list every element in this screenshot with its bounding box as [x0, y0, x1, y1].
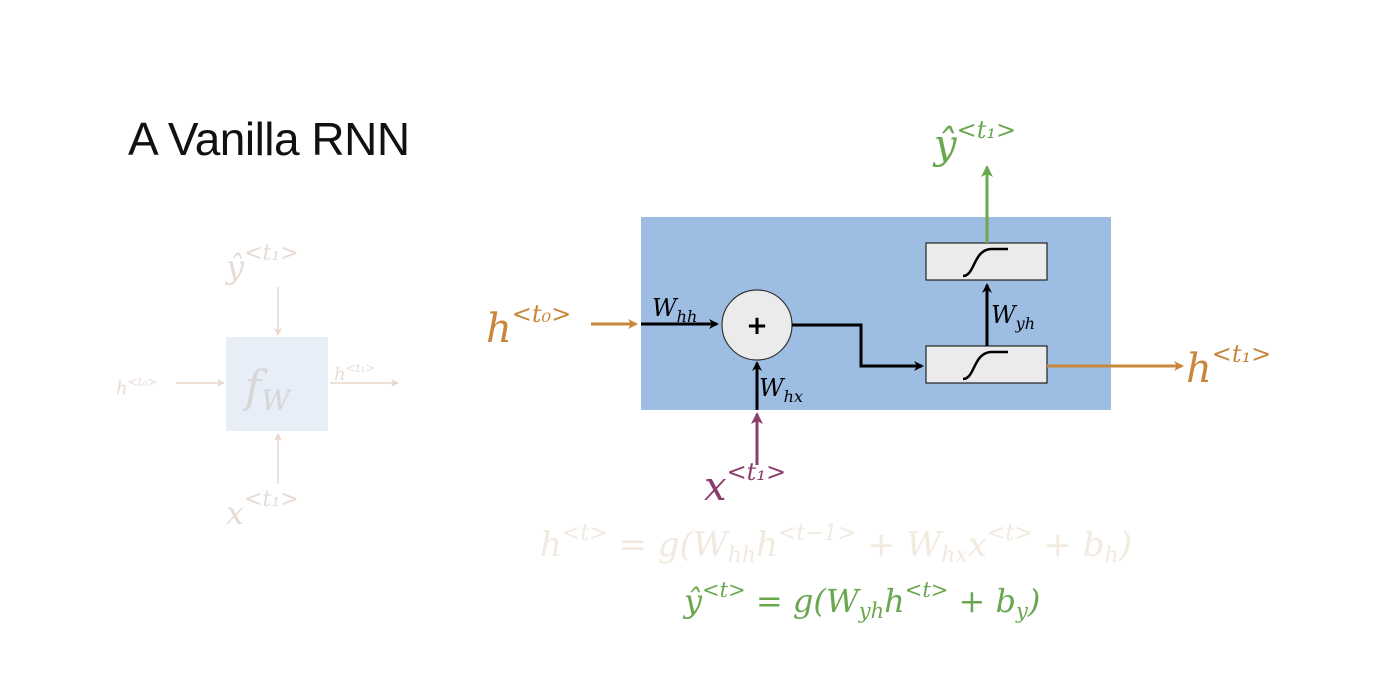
sum-to-activation-arrow [792, 323, 924, 371]
prev-hidden-label: h<t₀> [486, 300, 571, 352]
function-box [226, 337, 328, 431]
rnn-cell: + Whh Whx [486, 116, 1271, 510]
input-label: x<t₁> [704, 458, 786, 510]
hidden-activation-box [925, 345, 1048, 384]
faded-input-label: x<t₁> [226, 487, 299, 532]
hidden-state-equation: h<t> = g(Whhh<t−1> + Whxx<t> + bh) [540, 521, 1132, 568]
w-hh-label: Whh [652, 294, 697, 326]
w-hx-label: Whx [759, 374, 803, 406]
next-hidden-label: h<t₁> [1186, 340, 1271, 392]
plus-icon: + [746, 311, 768, 341]
sigmoid-curve-icon [962, 247, 1008, 278]
output-activation-box [925, 242, 1048, 281]
output-equation: ŷ<t> = g(Wyhh<t> + by) [682, 578, 1040, 623]
output-label: ŷ<t₁> [932, 116, 1016, 168]
w-yh-label: Wyh [991, 301, 1035, 333]
faded-next-hidden-label: h<t₁> [334, 361, 375, 385]
faded-overview: fW ŷ<t₁> x<t₁> h<t₀> h<t₁> [116, 241, 399, 532]
faded-output-label: ŷ<t₁> [224, 241, 299, 286]
sigmoid-curve-icon [962, 350, 1008, 381]
slide-title: A Vanilla RNN [128, 113, 410, 165]
function-label: fW [242, 362, 292, 417]
faded-prev-hidden-label: h<t₀> [116, 375, 157, 399]
